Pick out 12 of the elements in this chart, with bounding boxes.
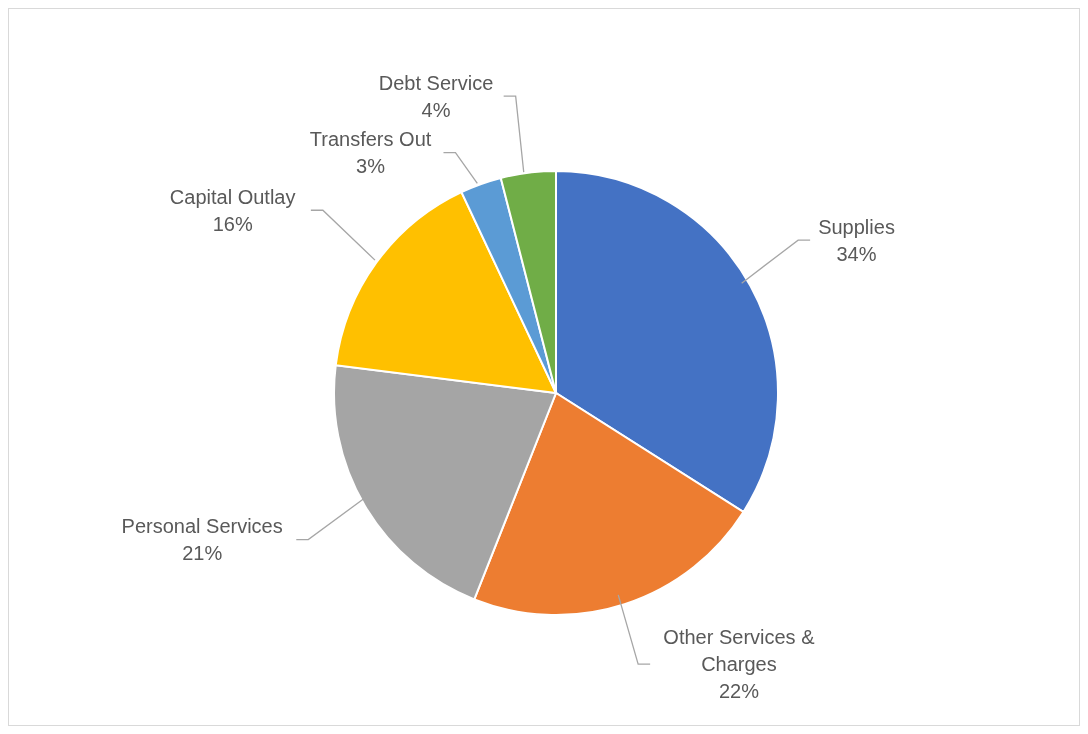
data-label: 21% (182, 542, 223, 565)
data-label: 16% (212, 212, 253, 235)
slice-label: Transfers Out (309, 128, 432, 151)
slice-label: Personal Services (121, 515, 283, 538)
slice-label: Debt Service (378, 71, 494, 94)
slice-label: Capital Outlay (169, 185, 296, 208)
data-label: 3% (356, 155, 386, 178)
slice-label: Other Services & Charges (663, 626, 816, 676)
data-label: 4% (421, 98, 451, 121)
data-label: 22% (718, 680, 760, 703)
data-label: 34% (836, 242, 877, 265)
slice-label: Supplies (818, 215, 895, 238)
